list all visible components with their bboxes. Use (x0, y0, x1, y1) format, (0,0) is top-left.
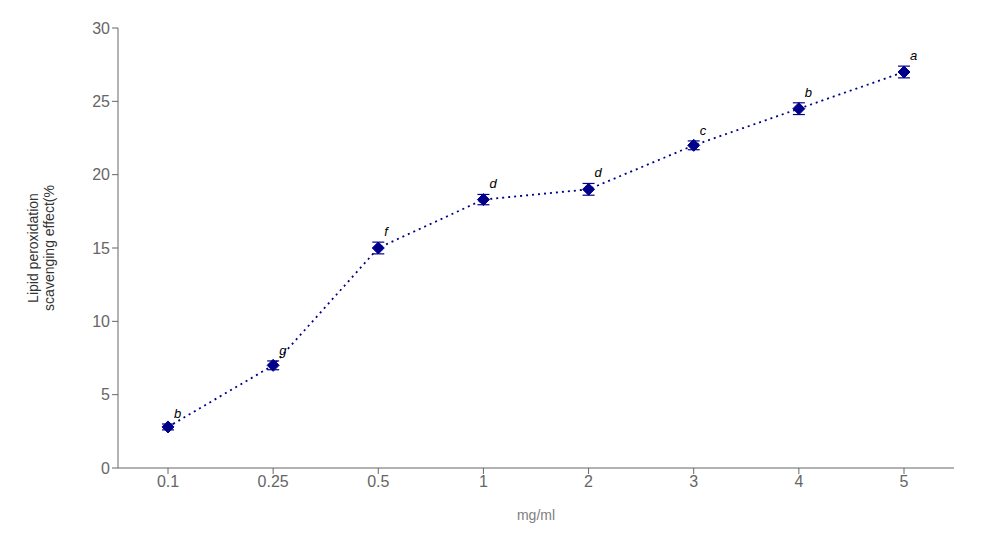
svg-text:a: a (910, 48, 917, 63)
svg-text:d: d (489, 176, 497, 191)
svg-text:5: 5 (101, 386, 110, 403)
svg-text:15: 15 (92, 240, 110, 257)
svg-text:b: b (174, 406, 181, 421)
svg-text:0.25: 0.25 (258, 473, 289, 490)
svg-text:g: g (279, 343, 287, 358)
svg-text:d: d (595, 165, 603, 180)
svg-text:0: 0 (101, 460, 110, 477)
svg-text:4: 4 (794, 473, 803, 490)
svg-text:3: 3 (689, 473, 698, 490)
svg-text:b: b (805, 85, 812, 100)
svg-text:30: 30 (92, 20, 110, 37)
svg-text:f: f (384, 224, 389, 239)
svg-text:mg/ml: mg/ml (517, 507, 555, 523)
svg-text:0.5: 0.5 (367, 473, 389, 490)
svg-text:25: 25 (92, 93, 110, 110)
svg-text:c: c (700, 123, 707, 138)
svg-text:1: 1 (479, 473, 488, 490)
svg-text:5: 5 (900, 473, 909, 490)
svg-text:2: 2 (584, 473, 593, 490)
svg-text:20: 20 (92, 166, 110, 183)
svg-text:0.1: 0.1 (157, 473, 179, 490)
svg-text:10: 10 (92, 313, 110, 330)
svg-text:Lipid peroxidationscavenging e: Lipid peroxidationscavenging effect(% (25, 185, 58, 311)
